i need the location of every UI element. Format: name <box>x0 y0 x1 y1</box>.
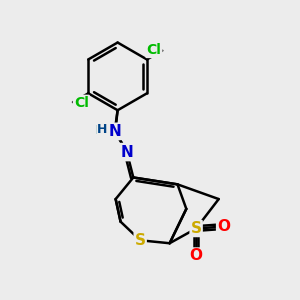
Text: O: O <box>190 248 202 263</box>
Text: S: S <box>190 221 202 236</box>
Text: N: N <box>109 124 122 139</box>
Text: N: N <box>121 144 134 159</box>
Text: Cl: Cl <box>74 96 89 110</box>
Text: H: H <box>97 124 107 136</box>
Text: S: S <box>135 233 146 248</box>
Text: H: H <box>95 124 106 137</box>
Text: N: N <box>107 124 120 139</box>
Text: N: N <box>121 145 134 160</box>
Text: O: O <box>217 219 230 234</box>
Text: Cl: Cl <box>147 43 161 57</box>
